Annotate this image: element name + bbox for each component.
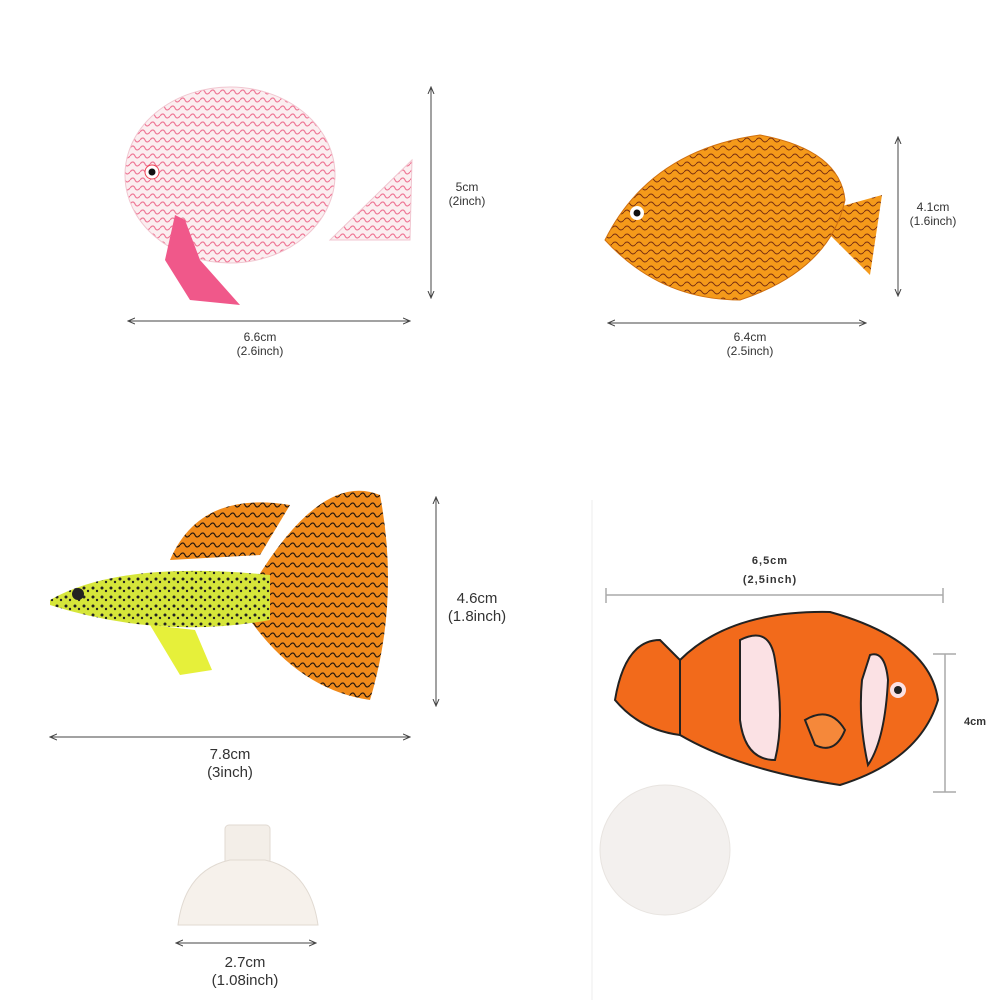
pink-height-label: 5cm (2inch) [448, 180, 486, 209]
pink-width-label: 6.6cm (2.6inch) [236, 330, 284, 359]
suction-cup [177, 824, 319, 926]
suction-cup [599, 784, 731, 916]
orange-tang-fish [604, 134, 882, 301]
clown-width-label: 6,5cm (2,5inch) [742, 555, 798, 586]
suction-width-label: 2.7cm (1.08inch) [211, 954, 279, 989]
guppy-width-label: 7.8cm (3inch) [207, 746, 253, 781]
guppy-height-label: 4.6cm (1.8inch) [447, 590, 507, 625]
clownfish [613, 610, 940, 787]
tang-height-label: 4.1cm (1.6inch) [909, 200, 957, 229]
tang-width-label: 6.4cm (2.5inch) [726, 330, 774, 359]
clown-height-label: 4cm [963, 716, 987, 728]
pink-discus-fish [124, 86, 413, 305]
dimension-lines [50, 87, 898, 943]
guppy-fish [50, 490, 388, 700]
dimension-lines-clownfish [605, 588, 956, 793]
